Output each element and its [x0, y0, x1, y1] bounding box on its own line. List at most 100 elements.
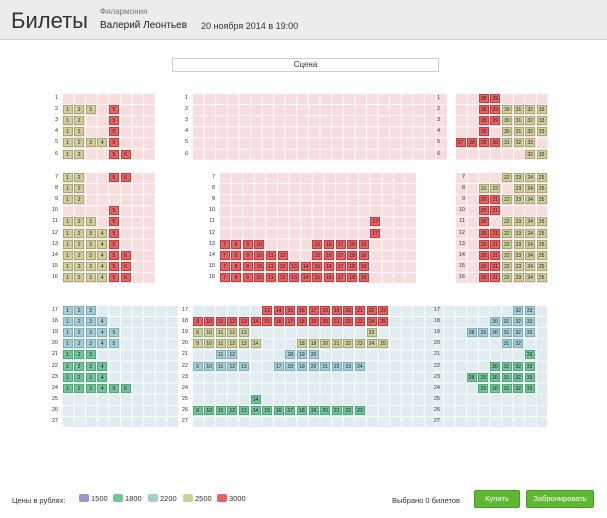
seat[interactable]: 2 [74, 173, 85, 182]
seat[interactable]: 9 [192, 405, 203, 415]
seat[interactable]: 2 [74, 306, 85, 315]
seat[interactable]: 12 [227, 405, 238, 415]
seat[interactable]: 4 [97, 228, 108, 238]
seat[interactable]: 19 [358, 272, 369, 282]
seat[interactable]: 1 [62, 127, 73, 137]
seat[interactable]: 6 [120, 261, 131, 271]
seat[interactable]: 11 [215, 350, 226, 360]
seat[interactable]: 24 [525, 173, 536, 182]
seat[interactable]: 5 [108, 116, 119, 126]
seat[interactable]: 24 [525, 228, 536, 238]
seat[interactable]: 31 [501, 328, 512, 338]
seat[interactable]: 7 [219, 239, 230, 249]
seat[interactable]: 1 [62, 372, 73, 382]
seat[interactable]: 18 [296, 405, 307, 415]
seat[interactable]: 2 [74, 383, 85, 393]
seat[interactable]: 23 [513, 217, 524, 227]
seat[interactable]: 23 [354, 339, 365, 349]
seat[interactable]: 4 [97, 272, 108, 282]
seat[interactable]: 21 [490, 206, 501, 216]
seat[interactable]: 5 [108, 250, 119, 260]
seat[interactable]: 24 [525, 250, 536, 260]
seat[interactable]: 33 [524, 328, 535, 338]
seat[interactable]: 14 [250, 339, 261, 349]
seat[interactable]: 2 [74, 339, 85, 349]
seat[interactable]: 9 [192, 361, 203, 371]
seat[interactable]: 18 [285, 361, 296, 371]
seat[interactable]: 20 [478, 239, 489, 249]
seat[interactable]: 29 [478, 138, 489, 148]
seat[interactable]: 17 [335, 239, 346, 249]
seat[interactable]: 2 [74, 317, 85, 327]
seat[interactable]: 10 [204, 339, 215, 349]
seat[interactable]: 24 [354, 361, 365, 371]
buy-button[interactable]: Купить [474, 490, 520, 508]
seat[interactable]: 22 [490, 184, 501, 194]
seat[interactable]: 11 [215, 361, 226, 371]
seat[interactable]: 33 [536, 105, 547, 115]
seat[interactable]: 16 [323, 239, 334, 249]
seat[interactable]: 1 [62, 217, 73, 227]
seat[interactable]: 16 [296, 306, 307, 315]
seat[interactable]: 13 [238, 361, 249, 371]
seat[interactable]: 24 [525, 272, 536, 282]
seat[interactable]: 3 [85, 105, 96, 115]
seat[interactable]: 31 [513, 127, 524, 137]
seat[interactable]: 31 [513, 116, 524, 126]
seat[interactable]: 32 [513, 372, 524, 382]
seat[interactable]: 12 [227, 350, 238, 360]
seat[interactable]: 4 [97, 239, 108, 249]
seat[interactable]: 25 [536, 217, 547, 227]
seat[interactable]: 17 [285, 317, 296, 327]
seat[interactable]: 31 [501, 372, 512, 382]
seat[interactable]: 24 [525, 195, 536, 205]
seat[interactable]: 5 [108, 228, 119, 238]
seat[interactable]: 28 [466, 328, 477, 338]
seat[interactable]: 15 [262, 405, 273, 415]
seat[interactable]: 9 [242, 272, 253, 282]
seat[interactable]: 25 [536, 250, 547, 260]
seat[interactable]: 31 [501, 138, 512, 148]
seat[interactable]: 21 [331, 405, 342, 415]
seat[interactable]: 11 [215, 405, 226, 415]
seat[interactable]: 19 [331, 306, 342, 315]
seat[interactable]: 22 [343, 339, 354, 349]
seat[interactable]: 1 [62, 339, 73, 349]
seat[interactable]: 25 [536, 261, 547, 271]
seat[interactable]: 1 [62, 306, 73, 315]
seat[interactable]: 1 [62, 317, 73, 327]
seat[interactable]: 9 [242, 250, 253, 260]
seat[interactable]: 21 [490, 195, 501, 205]
seat[interactable]: 10 [254, 239, 265, 249]
seat[interactable]: 17 [335, 261, 346, 271]
seat[interactable]: 1 [62, 173, 73, 182]
seat[interactable]: 29 [478, 383, 489, 393]
seat[interactable]: 18 [296, 339, 307, 349]
seat[interactable]: 20 [478, 206, 489, 216]
seat[interactable]: 31 [501, 317, 512, 327]
seat[interactable]: 5 [108, 328, 119, 338]
seat[interactable]: 1 [62, 239, 73, 249]
seat[interactable]: 5 [108, 239, 119, 249]
seat[interactable]: 30 [501, 116, 512, 126]
seat[interactable]: 17 [308, 306, 319, 315]
seat[interactable]: 33 [536, 149, 547, 159]
seat[interactable]: 16 [323, 261, 334, 271]
seat[interactable]: 1 [62, 383, 73, 393]
seat[interactable]: 10 [204, 361, 215, 371]
seat[interactable]: 10 [254, 261, 265, 271]
seat[interactable]: 23 [354, 317, 365, 327]
seat[interactable]: 31 [501, 383, 512, 393]
seat[interactable]: 16 [323, 272, 334, 282]
seat[interactable]: 32 [513, 306, 524, 315]
seat[interactable]: 33 [524, 350, 535, 360]
seat[interactable]: 29 [490, 94, 501, 103]
seat[interactable]: 1 [62, 138, 73, 148]
seat[interactable]: 1 [62, 350, 73, 360]
seat[interactable]: 31 [501, 361, 512, 371]
seat[interactable]: 31 [501, 339, 512, 349]
seat[interactable]: 8 [231, 272, 242, 282]
seat[interactable]: 23 [378, 306, 389, 315]
seat[interactable]: 20 [478, 217, 489, 227]
seat[interactable]: 9 [192, 339, 203, 349]
